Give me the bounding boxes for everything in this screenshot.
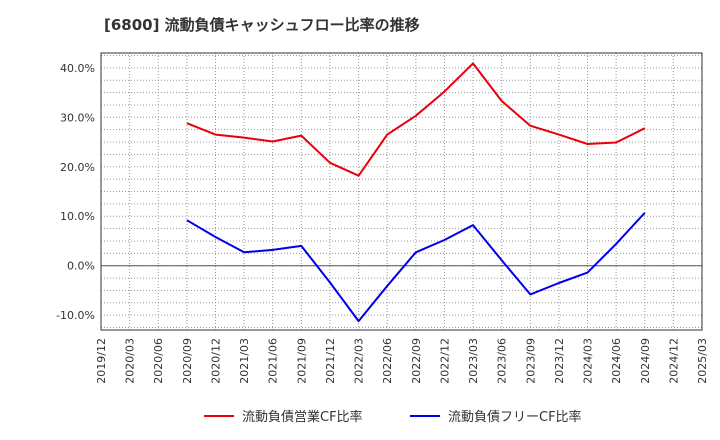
- x-tick-label: 2025/03: [696, 338, 709, 384]
- y-tick-label: 10.0%: [60, 210, 95, 223]
- y-tick-label: 30.0%: [60, 111, 95, 124]
- x-tick-label: 2020/12: [209, 338, 222, 384]
- x-tick-label: 2022/09: [410, 338, 423, 384]
- x-tick-label: 2023/06: [496, 338, 509, 384]
- legend-label-2: 流動負債フリーCF比率: [448, 409, 582, 425]
- x-tick-label: 2024/12: [667, 338, 680, 384]
- x-tick-label: 2022/12: [438, 338, 451, 384]
- x-tick-label: 2021/03: [238, 338, 251, 384]
- y-tick-label: 40.0%: [60, 62, 95, 75]
- x-tick-label: 2022/06: [381, 338, 394, 384]
- x-tick-label: 2023/09: [524, 338, 537, 384]
- series-line-1: [186, 62, 646, 177]
- x-tick-label: 2022/03: [353, 338, 366, 384]
- x-tick-label: 2021/09: [295, 338, 308, 384]
- legend-label-1: 流動負債営業CF比率: [242, 409, 363, 425]
- x-tick-label: 2023/03: [467, 338, 480, 384]
- x-tick-label: 2024/09: [639, 338, 652, 384]
- x-tick-label: 2021/06: [267, 338, 280, 384]
- y-tick-label: -10.0%: [56, 309, 95, 322]
- x-tick-label: 2020/06: [152, 338, 165, 384]
- y-tick-label: 0.0%: [67, 260, 95, 273]
- y-tick-label: 20.0%: [60, 161, 95, 174]
- x-tick-label: 2021/12: [324, 338, 337, 384]
- plot-frame: [100, 52, 703, 331]
- x-tick-label: 2024/06: [610, 338, 623, 384]
- series-line-2: [186, 212, 646, 323]
- x-tick-label: 2020/03: [124, 338, 137, 384]
- x-tick-label: 2019/12: [95, 338, 108, 384]
- x-tick-label: 2020/09: [181, 338, 194, 384]
- x-tick-label: 2024/03: [582, 338, 595, 384]
- chart-title: [6800] 流動負債キャッシュフロー比率の推移: [104, 16, 420, 34]
- x-tick-label: 2023/12: [553, 338, 566, 384]
